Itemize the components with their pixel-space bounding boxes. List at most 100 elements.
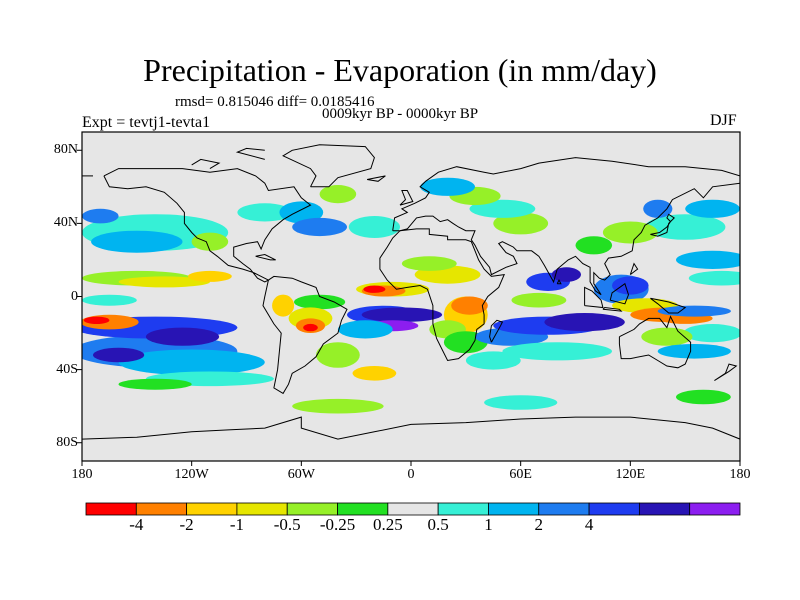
experiment-text: Expt = tevtj1-tevta1 <box>82 114 211 131</box>
colorbar-label: -2 <box>179 515 194 534</box>
anomaly-region <box>145 327 220 346</box>
anomaly-region <box>303 323 318 332</box>
colorbar-label: -0.5 <box>273 515 301 534</box>
coastline <box>618 315 692 369</box>
coastline <box>650 297 687 314</box>
colorbar-swatch <box>437 502 489 516</box>
anomaly-region <box>292 217 347 237</box>
anomaly-region <box>348 216 400 238</box>
anomaly-region <box>294 294 346 310</box>
anomaly-region <box>465 351 521 370</box>
colorbar-swatch <box>236 502 288 516</box>
anomaly-region <box>352 366 397 381</box>
coastline <box>255 253 276 261</box>
anomaly-region <box>551 267 582 282</box>
lon-label: 180 <box>71 467 93 482</box>
season-text: DJF <box>710 112 737 129</box>
anomaly-region <box>337 320 393 339</box>
coastline <box>367 175 386 182</box>
coastline <box>556 279 562 285</box>
axis-ticks <box>77 149 741 466</box>
anomaly-region <box>683 324 740 343</box>
lon-label: 60W <box>287 467 315 482</box>
colorbar-swatch <box>85 502 137 516</box>
anomaly-region <box>575 236 613 255</box>
coastline <box>262 275 348 395</box>
colorbar-swatch <box>538 502 590 516</box>
colorbar-label: -1 <box>229 515 244 534</box>
anomaly-region <box>688 270 740 286</box>
anomaly-region <box>469 199 536 218</box>
anomaly-region <box>657 344 731 359</box>
coastline <box>602 306 623 312</box>
anomaly-region <box>237 203 293 222</box>
anomaly-region <box>188 270 232 282</box>
coastline <box>282 144 375 188</box>
anomaly-region <box>93 347 145 363</box>
coastline <box>379 228 506 362</box>
colorbar-swatch <box>286 502 338 516</box>
coastline <box>191 158 221 170</box>
colorbar-label: 0.25 <box>372 515 403 534</box>
anomaly-region <box>279 201 324 224</box>
anomaly-region <box>685 199 740 218</box>
coastline <box>609 282 630 305</box>
anomaly-region <box>191 232 229 251</box>
coastline-layer <box>82 144 740 440</box>
coastline <box>82 416 740 440</box>
anomaly-region <box>493 212 549 235</box>
anomaly-region <box>657 305 731 317</box>
coastline <box>392 182 740 296</box>
coastline <box>714 363 738 382</box>
colorbar-label: 2 <box>534 515 544 534</box>
anomaly-region <box>272 294 295 317</box>
anomaly-region <box>118 378 192 390</box>
anomaly-region <box>82 208 119 224</box>
colorbar-label: 4 <box>584 515 594 534</box>
anomaly-region <box>82 294 137 306</box>
colorbar-label: -4 <box>129 515 144 534</box>
colorbar-swatch <box>387 502 439 516</box>
colorbar-swatch <box>588 502 640 516</box>
lon-label: 120W <box>174 467 209 482</box>
anomaly-region <box>401 256 457 271</box>
anomaly-region <box>292 398 384 414</box>
colorbar-swatch <box>186 502 238 516</box>
coastline <box>103 168 312 283</box>
anomaly-region <box>643 199 673 218</box>
anomaly-field-layer <box>82 177 740 414</box>
anomaly-region <box>676 389 731 405</box>
lon-label: 0 <box>407 467 415 482</box>
colorbar-swatch <box>638 502 691 516</box>
period-text: 0009kyr BP - 0000kyr BP <box>322 106 479 122</box>
anomaly-region <box>502 342 612 361</box>
lat-label: 80S <box>56 434 78 450</box>
anomaly-region <box>118 276 210 288</box>
anomaly-region <box>361 307 443 323</box>
rmsd-diff-text: rmsd= 0.815046 diff= 0.0185416 <box>175 94 375 110</box>
colorbar-swatch <box>337 502 389 516</box>
anomaly-region <box>420 177 475 196</box>
colorbar-swatch <box>689 502 741 516</box>
lat-label: 80N <box>53 142 78 158</box>
coastline <box>629 262 639 275</box>
coastline <box>650 213 675 237</box>
colorbar-label: 1 <box>484 515 493 534</box>
coastline <box>392 157 740 231</box>
coastline <box>235 147 265 160</box>
lat-label: 0 <box>71 288 78 304</box>
anomaly-region <box>544 313 625 332</box>
map-title: Precipitation - Evaporation (in mm/day) <box>143 52 657 88</box>
lon-label: 60E <box>509 467 532 482</box>
anomaly-region <box>484 395 558 410</box>
lat-label: 40N <box>53 215 78 231</box>
colorbar-swatch <box>135 502 188 516</box>
anomaly-region <box>511 292 567 308</box>
coastline <box>399 190 414 206</box>
anomaly-region <box>363 285 386 293</box>
coastline <box>584 286 604 309</box>
coastline <box>489 319 504 343</box>
lat-label: 40S <box>56 361 78 377</box>
anomaly-region <box>83 316 110 324</box>
